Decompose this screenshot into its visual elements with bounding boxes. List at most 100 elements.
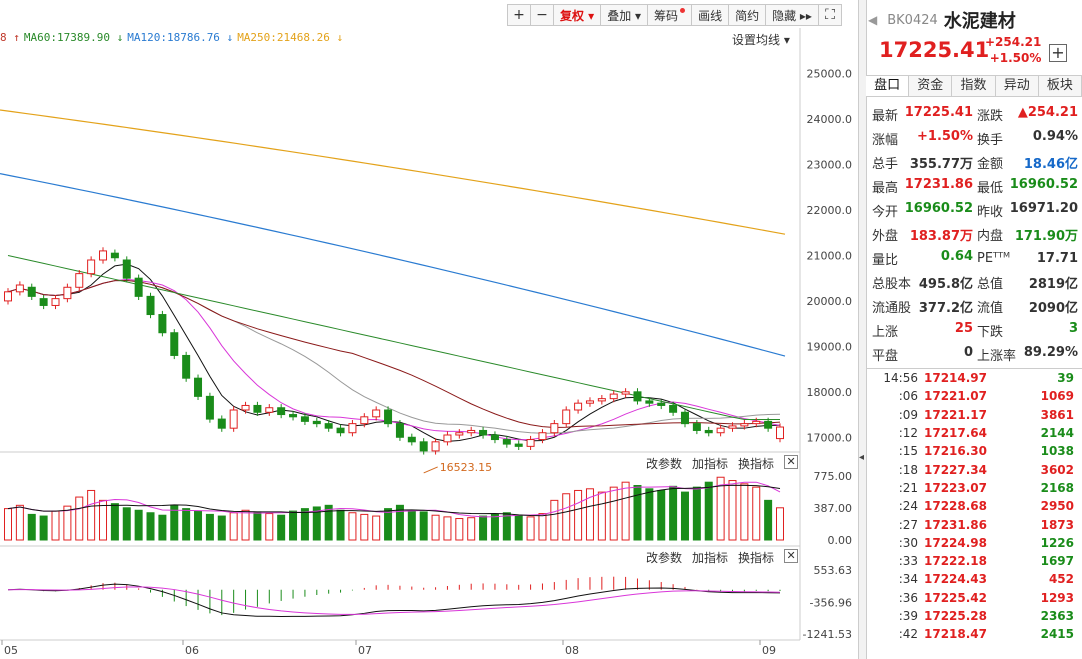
quote-cell: 今开 16960.52 [872, 201, 977, 220]
tick-row: :18 17227.34 3602 [866, 460, 1082, 478]
tick-p: 17223.07 [924, 480, 988, 495]
ma-settings-button[interactable]: 设置均线 ▾ [732, 33, 790, 47]
candle-body [585, 400, 594, 404]
macd-add-link[interactable]: 加指标 [692, 551, 729, 565]
change-value: +254.21 [985, 35, 1042, 49]
tick-t: :30 [898, 535, 918, 550]
tick-row: :36 17225.42 1293 [866, 589, 1082, 607]
price-tick-label: 21000.0 [807, 249, 853, 262]
price-tick-label: 19000.0 [807, 340, 853, 353]
candle-body [728, 425, 737, 429]
volume-close-icon[interactable]: ✕ [784, 455, 799, 469]
volume-bar [776, 507, 784, 541]
volume-bar [562, 493, 571, 541]
quote-key: 总股本 [872, 276, 912, 292]
quote-value: 355.77万 [909, 156, 973, 172]
candle-body [479, 429, 488, 436]
tab-4[interactable]: 板块 [1038, 76, 1082, 96]
tick-v: 3861 [1040, 407, 1074, 422]
volume-bar [312, 506, 321, 541]
quote-cell: PEᵀᵀᴹ 17.71 [977, 251, 1078, 266]
tick-p: 17228.68 [924, 499, 988, 514]
candle-body [574, 402, 583, 411]
tab-0[interactable]: 盘口 [866, 76, 910, 96]
tick-p: 17231.86 [924, 517, 988, 532]
candle-body [384, 409, 393, 425]
volume-bar [609, 486, 618, 541]
hide-button[interactable]: 隐藏 ▸▸ [765, 4, 819, 26]
tab-3[interactable]: 异动 [995, 76, 1039, 96]
price-tick-label: 23000.0 [807, 159, 853, 172]
candle-body [360, 416, 369, 425]
candle-body [205, 395, 214, 420]
candle-body [229, 409, 238, 429]
volume-bar [360, 513, 369, 541]
quote-key: 涨跌 [977, 108, 1004, 124]
volume-bar [657, 489, 666, 541]
kline-chart[interactable]: 25000.0 24000.0 23000.0 22000.0 21000.0 20000… [0, 0, 858, 659]
simple-button[interactable]: 简约 [728, 4, 767, 26]
volume-bar [455, 518, 464, 541]
volume-bar [39, 515, 48, 541]
candle-body [336, 427, 345, 434]
quote-value: 3 [1068, 320, 1078, 336]
tab-1[interactable]: 资金 [909, 76, 953, 96]
volume-switch-link[interactable]: 换指标 [738, 457, 775, 471]
candle-body [455, 432, 464, 436]
tick-row: :24 17228.68 2950 [866, 497, 1082, 515]
quote-value: 171.90万 [1014, 228, 1078, 244]
tick-p: 17216.30 [924, 444, 988, 459]
volume-add-link[interactable]: 加指标 [692, 457, 729, 471]
tick-v: 452 [1048, 572, 1074, 587]
quote-cell: 涨跌 ▲254.21 [977, 105, 1078, 124]
candle-body [633, 391, 642, 402]
volume-bar [680, 491, 689, 541]
fuquan-button[interactable]: 复权 ▾ [553, 4, 602, 26]
quote-cell: 下跌 3 [977, 321, 1078, 340]
tick-p: 17218.47 [924, 627, 988, 642]
candle-body [158, 314, 167, 334]
candle-body [110, 252, 119, 259]
candle-body [99, 250, 108, 261]
macd-switch-link[interactable]: 换指标 [738, 551, 775, 565]
collapse-arrow-icon[interactable]: ◂ [859, 452, 865, 463]
chart-pane[interactable]: + − 复权 ▾ 叠加 ▾ 筹码 画线 简约 隐藏 ▸▸ ⛶ 8 ↑ MA60:17389.90 … [0, 0, 858, 659]
candle-body [217, 418, 226, 429]
volume-bar [158, 514, 167, 541]
candle-body [514, 443, 523, 447]
quote-key: 最高 [872, 180, 899, 196]
quote-key: 换手 [977, 132, 1004, 148]
quote-table: 最新 17225.41 涨跌 ▲254.21 涨幅 +1.50% 换手 0.94% 总手 355.… [872, 102, 1078, 366]
panel-divider[interactable] [858, 0, 867, 659]
quote-tabs: 盘口 资金 指数 异动 板块 [866, 75, 1082, 97]
quote-key: 外盘 [872, 228, 899, 244]
price-tick-label: 20000.0 [807, 295, 853, 308]
macd-close-icon[interactable]: ✕ [784, 549, 799, 563]
tab-2[interactable]: 指数 [952, 76, 996, 96]
fullscreen-button[interactable]: ⛶ [817, 4, 842, 26]
volume-bar [229, 512, 238, 541]
candle-body [550, 423, 559, 434]
volume-bar [645, 488, 654, 541]
tick-v: 1697 [1040, 554, 1074, 569]
quote-key: 涨幅 [872, 132, 899, 148]
volume-bar [490, 513, 499, 541]
volume-bar [443, 516, 452, 541]
macd-params-link[interactable]: 改参数 [646, 551, 683, 565]
candle-body [63, 286, 72, 300]
volume-bar [764, 499, 773, 541]
tick-row: :06 17221.07 1069 [866, 387, 1082, 405]
tick-t: :18 [898, 462, 918, 477]
volume-bar [182, 508, 191, 541]
volume-bar [597, 491, 606, 541]
tick-p: 17222.18 [924, 554, 988, 569]
quote-cell: 总值 2819亿 [977, 273, 1078, 292]
ma-legend-item: MA60:17389.90 ↓ [23, 31, 124, 44]
candle-body [752, 420, 761, 425]
volume-params-link[interactable]: 改参数 [646, 457, 683, 471]
quote-key: 金额 [977, 156, 1004, 172]
volume-bar [134, 509, 143, 541]
prev-stock-icon[interactable]: ◀ [868, 13, 878, 27]
add-watchlist-button[interactable]: + [1049, 44, 1067, 62]
low-annotation-arrow [423, 466, 438, 474]
